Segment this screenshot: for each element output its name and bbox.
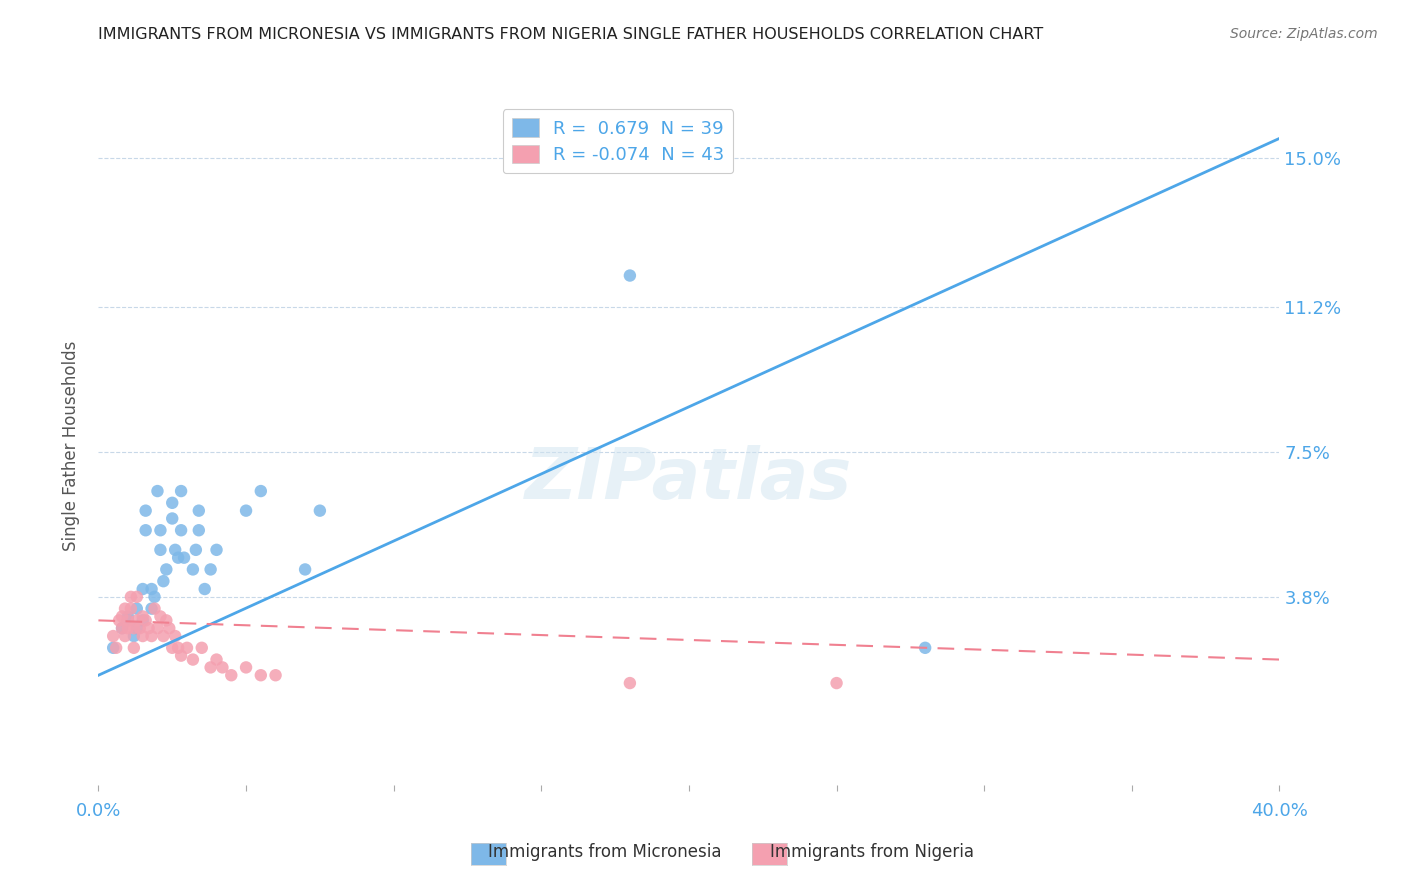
Text: Source: ZipAtlas.com: Source: ZipAtlas.com — [1230, 27, 1378, 41]
Point — [152, 574, 174, 589]
Point — [125, 621, 148, 635]
Point — [135, 523, 157, 537]
Point — [170, 648, 193, 663]
Point — [117, 609, 139, 624]
Point — [111, 609, 134, 624]
Point — [211, 660, 233, 674]
Point — [187, 503, 209, 517]
Point — [200, 562, 222, 576]
Point — [264, 668, 287, 682]
Point — [135, 503, 157, 517]
Text: Immigrants from Nigeria: Immigrants from Nigeria — [769, 843, 974, 861]
Point — [138, 621, 160, 635]
Point — [149, 523, 172, 537]
Point — [170, 523, 193, 537]
Point — [152, 629, 174, 643]
Point — [170, 484, 193, 499]
Point — [155, 562, 177, 576]
Point — [181, 562, 204, 576]
Point — [117, 621, 139, 635]
Point — [194, 582, 217, 596]
Point — [122, 621, 145, 635]
Point — [162, 640, 183, 655]
Point — [146, 621, 169, 635]
Point — [191, 640, 214, 655]
Point — [122, 629, 145, 643]
Point — [120, 601, 142, 615]
Point — [132, 629, 155, 643]
Point — [155, 613, 177, 627]
Point — [132, 582, 155, 596]
Point — [125, 613, 148, 627]
Point — [103, 640, 125, 655]
Point — [120, 590, 142, 604]
Point — [162, 496, 183, 510]
Point — [187, 523, 209, 537]
Point — [141, 629, 163, 643]
Point — [250, 484, 273, 499]
Point — [128, 621, 150, 635]
Legend: R =  0.679  N = 39, R = -0.074  N = 43: R = 0.679 N = 39, R = -0.074 N = 43 — [503, 110, 734, 173]
Point — [125, 590, 148, 604]
Point — [143, 590, 166, 604]
Point — [103, 629, 125, 643]
Point — [914, 640, 936, 655]
Point — [114, 601, 136, 615]
Point — [111, 621, 134, 635]
Point — [173, 550, 195, 565]
Point — [149, 542, 172, 557]
Point — [619, 268, 641, 283]
Point — [235, 660, 257, 674]
Text: Immigrants from Micronesia: Immigrants from Micronesia — [488, 843, 721, 861]
Point — [117, 613, 139, 627]
Text: ZIPatlas: ZIPatlas — [526, 445, 852, 515]
Point — [825, 676, 848, 690]
Point — [135, 613, 157, 627]
Point — [167, 640, 190, 655]
Point — [165, 629, 187, 643]
Text: 0.0%: 0.0% — [76, 802, 121, 820]
Point — [205, 652, 228, 666]
Point — [157, 621, 180, 635]
Point — [105, 640, 128, 655]
Text: IMMIGRANTS FROM MICRONESIA VS IMMIGRANTS FROM NIGERIA SINGLE FATHER HOUSEHOLDS C: IMMIGRANTS FROM MICRONESIA VS IMMIGRANTS… — [98, 27, 1043, 42]
Point — [108, 613, 131, 627]
Point — [162, 511, 183, 525]
Point — [146, 484, 169, 499]
Point — [143, 601, 166, 615]
Point — [200, 660, 222, 674]
Point — [235, 503, 257, 517]
Point — [167, 550, 190, 565]
Point — [114, 629, 136, 643]
Point — [132, 613, 155, 627]
Point — [165, 542, 187, 557]
Point — [309, 503, 332, 517]
Point — [176, 640, 198, 655]
Point — [619, 676, 641, 690]
Y-axis label: Single Father Households: Single Father Households — [62, 341, 80, 551]
Point — [149, 609, 172, 624]
Point — [184, 542, 207, 557]
Point — [111, 621, 134, 635]
Point — [219, 668, 242, 682]
Point — [181, 652, 204, 666]
Point — [205, 542, 228, 557]
Point — [141, 601, 163, 615]
Point — [122, 640, 145, 655]
Point — [125, 601, 148, 615]
Point — [141, 582, 163, 596]
Point — [250, 668, 273, 682]
Point — [117, 613, 139, 627]
Point — [294, 562, 316, 576]
Point — [132, 609, 155, 624]
Text: 40.0%: 40.0% — [1251, 802, 1308, 820]
